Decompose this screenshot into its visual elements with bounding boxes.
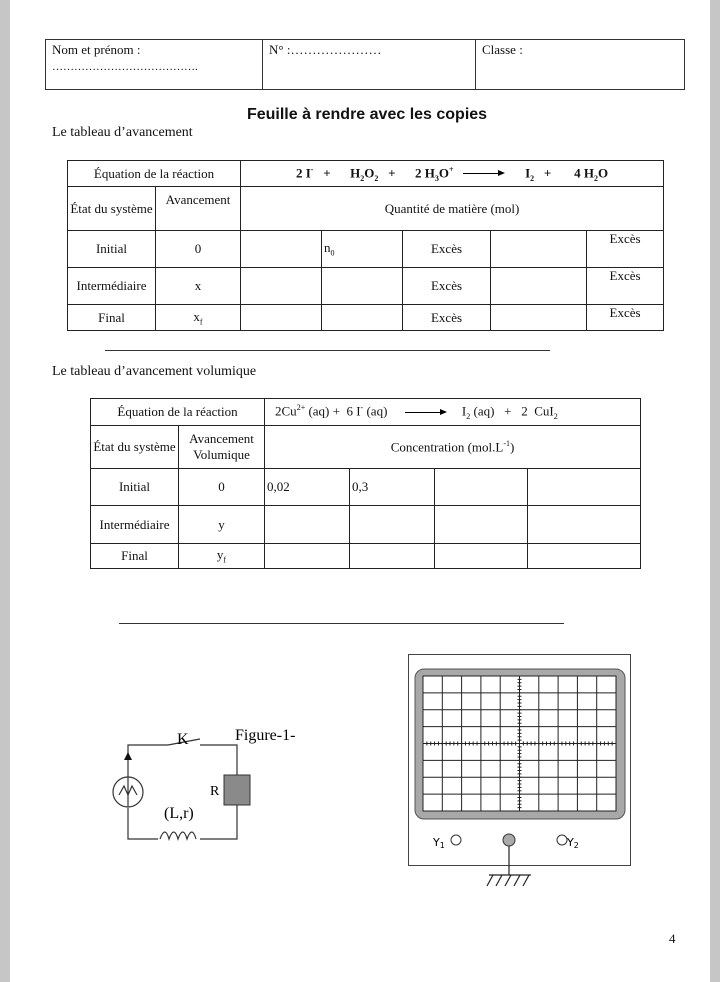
equation-label: Équation de la réaction bbox=[66, 160, 242, 187]
name-field[interactable]: Nom et prénom :…………………………………. bbox=[45, 39, 263, 90]
table-row: Final xf Excès Excès bbox=[67, 304, 665, 331]
y2-input[interactable] bbox=[556, 834, 568, 846]
section1-label: Le tableau d’avancement bbox=[52, 125, 193, 140]
page-title: Feuille à rendre avec les copies bbox=[246, 106, 488, 123]
inductor-icon bbox=[159, 831, 197, 841]
table-row: Intermédiaire y bbox=[90, 505, 642, 544]
col-state: État du système bbox=[67, 186, 156, 231]
table-row: Intermédiaire x Excès Excès bbox=[67, 267, 665, 305]
reaction-equation: 2 I- + H2O2 + 2 H3O+ I2 + 4 H2O bbox=[240, 160, 665, 187]
resistor-icon bbox=[223, 774, 251, 806]
table-row: Initial 0 0,02 0,3 bbox=[90, 468, 642, 506]
equation-label: Équation de la réaction bbox=[89, 398, 266, 426]
divider bbox=[105, 350, 550, 351]
class-field[interactable]: Classe : bbox=[475, 39, 685, 90]
volumetric-advancement-table: Équation de la réaction 2Cu2+ (aq) + 6 I… bbox=[89, 398, 642, 569]
arrow-icon bbox=[462, 170, 505, 177]
generator-icon bbox=[112, 776, 144, 808]
wire bbox=[127, 744, 168, 807]
figure-caption: Figure-1- bbox=[235, 727, 295, 744]
col-state: État du système bbox=[90, 425, 179, 469]
wire bbox=[200, 805, 238, 840]
table-row: Final yf bbox=[90, 543, 642, 569]
ground-icon bbox=[486, 846, 531, 887]
page-number: 4 bbox=[669, 931, 676, 946]
oscilloscope: Y1 Y2 bbox=[408, 654, 631, 887]
wire bbox=[200, 744, 238, 775]
divider bbox=[119, 623, 564, 624]
section2-label: Le tableau d’avancement volumique bbox=[52, 364, 257, 379]
col-quantity: Quantité de matière (mol) bbox=[240, 186, 665, 231]
advancement-table: Équation de la réaction 2 I- + H2O2 + 2 … bbox=[66, 160, 665, 331]
col-advancement: Avancement bbox=[154, 186, 242, 231]
ground-input[interactable] bbox=[502, 833, 516, 847]
switch-k bbox=[167, 738, 201, 746]
screen-grid bbox=[422, 675, 617, 812]
reaction-equation: 2Cu2+ (aq) + 6 I- (aq) I2 (aq) + 2 CuI2 bbox=[264, 398, 642, 426]
y1-input[interactable] bbox=[450, 834, 462, 846]
col-concentration: Concentration (mol.L-1) bbox=[264, 425, 642, 469]
inductor-label: (L,r) bbox=[164, 805, 194, 822]
table-row: Initial 0 n0 Excès Excès bbox=[67, 230, 665, 268]
arrow-icon bbox=[404, 408, 447, 415]
y2-label: Y2 bbox=[566, 836, 579, 850]
student-info-table: Nom et prénom :…………………………………. N° :………………… bbox=[45, 39, 685, 90]
col-advancement: Avancement Volumique bbox=[177, 425, 266, 469]
arrow-icon bbox=[124, 752, 132, 760]
resistor-label: R bbox=[210, 784, 220, 799]
y1-label: Y1 bbox=[432, 836, 445, 850]
number-field[interactable]: N° :………………… bbox=[262, 39, 476, 90]
wire bbox=[127, 808, 158, 840]
circuit-diagram: K Figure-1- R (L,r) bbox=[112, 727, 295, 841]
switch-label: K bbox=[177, 731, 189, 748]
